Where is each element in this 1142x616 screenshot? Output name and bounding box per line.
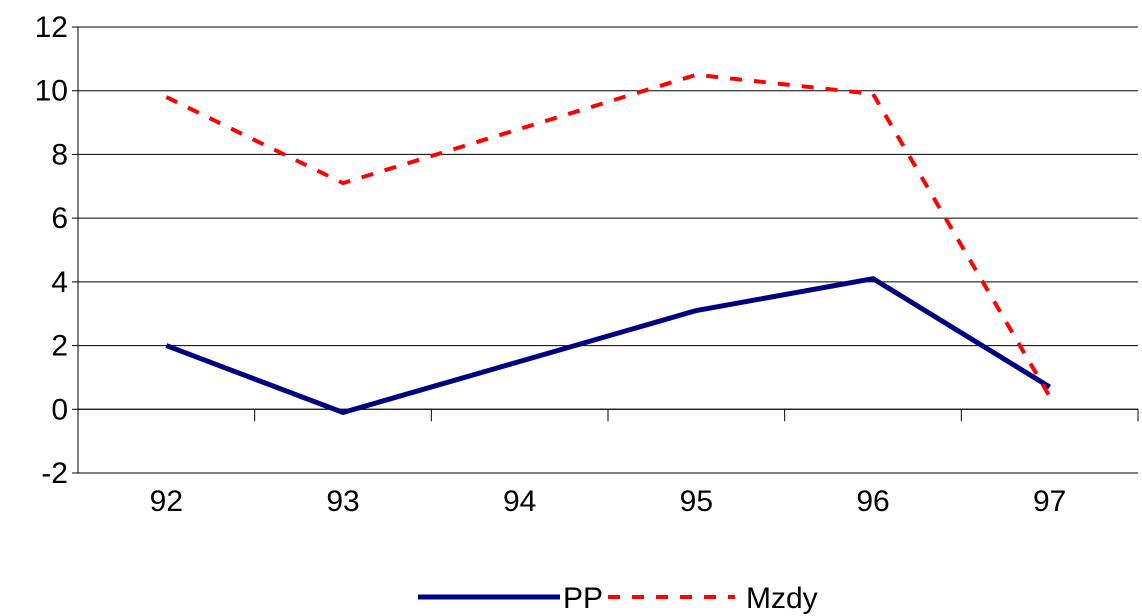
x-tick-label: 96 [856,485,889,518]
legend-item-pp: PP [418,582,603,615]
x-tick-label: 95 [680,485,713,518]
y-tick-label: 2 [51,330,68,363]
y-tick-label: 6 [51,202,68,235]
series-lines [165,72,1052,415]
y-tick-label: 4 [51,266,68,299]
series-line-pp [165,276,1051,415]
legend-label: PP [563,582,603,615]
y-tick-label: 0 [51,393,68,426]
axes [72,26,1139,474]
y-tick-label: 8 [51,138,68,171]
y-tick-label: -2 [41,457,68,490]
legend: PP Mzdy [418,582,818,615]
series-line-mzdy [165,72,1052,398]
y-tick-label: 10 [35,75,68,108]
legend-label: Mzdy [746,582,818,615]
x-tick-label: 94 [503,485,536,518]
y-tick-labels: -2 0 2 4 6 8 10 12 [35,11,68,490]
x-tick-label: 97 [1033,485,1066,518]
legend-item-mzdy: Mzdy [608,582,818,615]
x-tick-label: 93 [326,485,359,518]
gridlines [78,26,1138,474]
x-tick-labels: 92 93 94 95 96 97 [150,485,1067,518]
x-tick-label: 92 [150,485,183,518]
y-tick-label: 12 [35,11,68,44]
